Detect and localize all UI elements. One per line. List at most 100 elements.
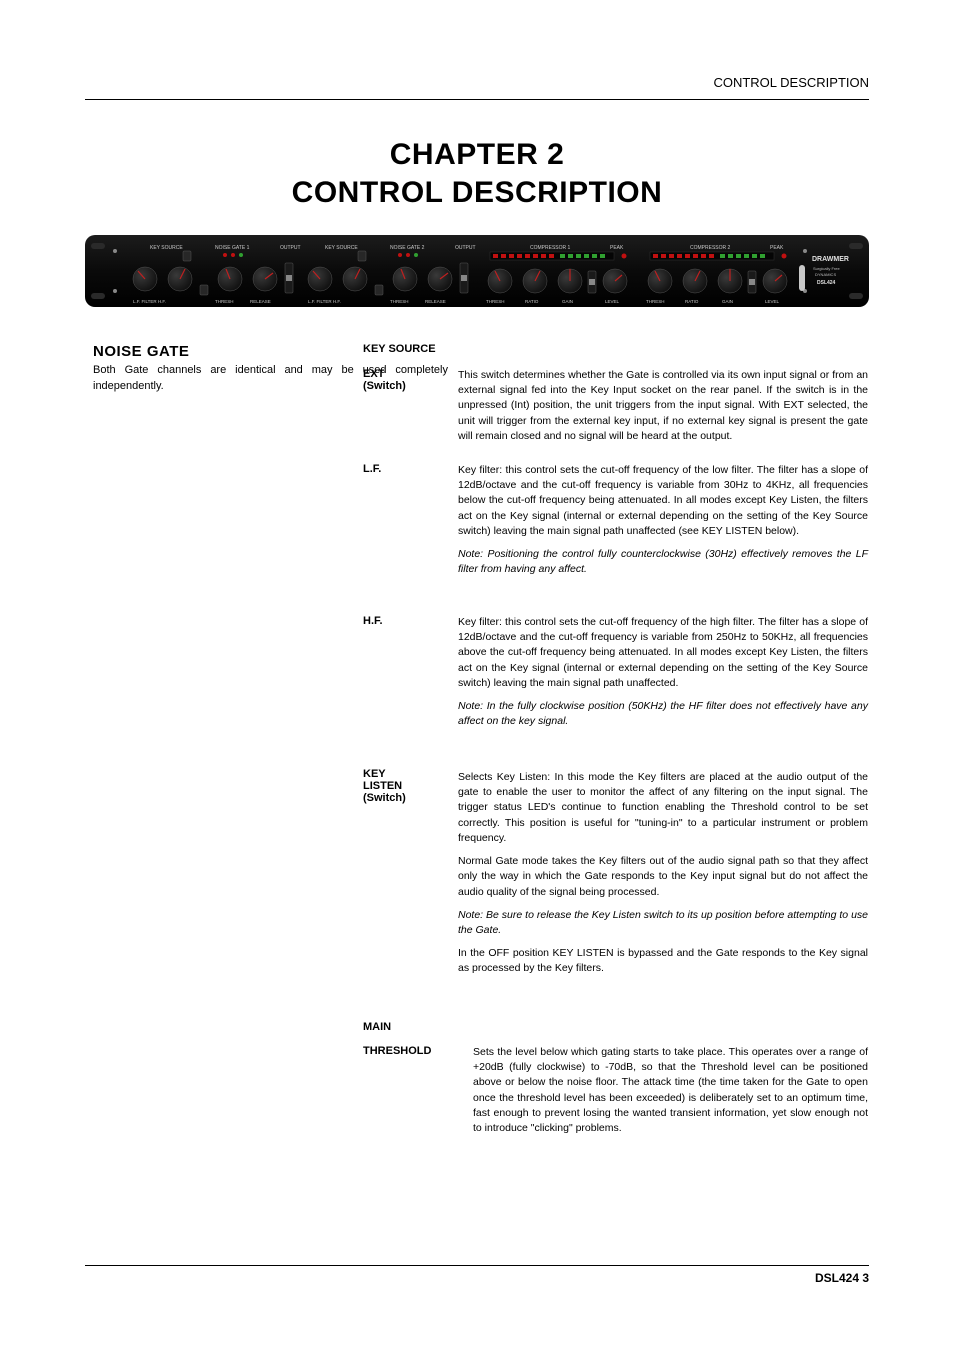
- comp2-meter: [650, 252, 774, 260]
- block-ext: EXT (Switch) This switch determines whet…: [363, 368, 868, 444]
- gate2-keylisten-switch[interactable]: [375, 285, 383, 295]
- footer-text: DSL424 3: [815, 1271, 869, 1285]
- gate2-led-red2: [406, 253, 410, 257]
- label-noisegate-2: NOISE GATE 2: [390, 245, 425, 251]
- lf-label: L.F.: [363, 463, 458, 475]
- comp1-peak-label: PEAK: [610, 245, 624, 251]
- comp2-knob-ratio[interactable]: [683, 269, 707, 293]
- comp2-level-label: LEVEL: [765, 299, 780, 304]
- label-output-2: OUTPUT: [455, 245, 476, 251]
- gate2-knob-release[interactable]: [428, 267, 452, 291]
- main-heading-row: MAIN: [363, 1021, 868, 1033]
- gate1-label-lf-filter: L.F. FILTER H.F.: [133, 299, 166, 304]
- chapter-line1: CHAPTER 2: [85, 138, 869, 172]
- comp2-ratio-label: RATIO: [685, 299, 699, 304]
- key-listen-body2: Normal Gate mode takes the Key filters o…: [458, 854, 868, 900]
- comp1-meter: [490, 252, 614, 260]
- label-keysource-1: KEY SOURCE: [150, 245, 183, 251]
- hf-label: H.F.: [363, 615, 458, 627]
- gate1-keylisten-switch[interactable]: [200, 285, 208, 295]
- comp1-knob-ratio[interactable]: [523, 269, 547, 293]
- screw-1: [113, 249, 117, 253]
- screw-2: [113, 289, 117, 293]
- rule-top: [85, 99, 869, 100]
- ext-body: This switch determines whether the Gate …: [458, 368, 868, 444]
- rack-hole-bl: [91, 293, 105, 299]
- threshold-label: THRESHOLD: [363, 1045, 473, 1057]
- key-listen-note: Note: Be sure to release the Key Listen …: [458, 908, 868, 938]
- gate1-knob-release[interactable]: [253, 267, 277, 291]
- gate2-knob-lf[interactable]: [308, 267, 332, 291]
- block-threshold: THRESHOLD Sets the level below which gat…: [363, 1045, 868, 1136]
- comp2-label: COMPRESSOR 2: [690, 245, 731, 251]
- comp1-peak-led: [622, 254, 627, 259]
- key-listen-label: KEY LISTEN (Switch): [363, 768, 458, 804]
- comp1-gain-label: GAIN: [562, 299, 573, 304]
- rule-bottom: [85, 1265, 869, 1266]
- comp1-knob-level[interactable]: [603, 269, 627, 293]
- gate2-label-release: RELEASE: [425, 299, 446, 304]
- comp1-thresh-label: THRESH: [486, 299, 505, 304]
- key-source-heading-row: KEY SOURCE: [363, 343, 868, 355]
- comp1-knob-thresh[interactable]: [488, 269, 512, 293]
- brand-sub2: DYNAMICS: [815, 272, 836, 277]
- gate1-knob-thresh[interactable]: [218, 267, 242, 291]
- comp2-knob-level[interactable]: [763, 269, 787, 293]
- comp1-label: COMPRESSOR 1: [530, 245, 571, 251]
- comp2-gain-label: GAIN: [722, 299, 733, 304]
- gate1-led-green: [239, 253, 243, 257]
- gate2-knob-thresh[interactable]: [393, 267, 417, 291]
- screw-3: [803, 249, 807, 253]
- gate1-label-thresh: THRESH: [215, 299, 234, 304]
- rack-hole-tr: [849, 243, 863, 249]
- rack-hole-tl: [91, 243, 105, 249]
- comp2-peak-led: [782, 254, 787, 259]
- gate1-led-red2: [231, 253, 235, 257]
- gate1-led-red1: [223, 253, 227, 257]
- gate1-label-release: RELEASE: [250, 299, 271, 304]
- product-photo-svg: KEY SOURCE NOISE GATE 1 OUTPUT: [85, 235, 869, 307]
- chapter-line2: CONTROL DESCRIPTION: [85, 176, 869, 210]
- comp2-thresh-label: THRESH: [646, 299, 665, 304]
- brand-sub1: Surgically Free: [813, 266, 840, 271]
- key-listen-body1: Selects Key Listen: In this mode the Key…: [458, 770, 868, 846]
- gate2-ext-switch[interactable]: [358, 251, 366, 261]
- key-listen-right: Selects Key Listen: In this mode the Key…: [458, 768, 868, 977]
- block-hf: H.F. Key filter: this control sets the c…: [363, 615, 868, 730]
- key-source-heading: KEY SOURCE: [363, 343, 868, 355]
- rack-hole-br: [849, 293, 863, 299]
- threshold-body: Sets the level below which gating starts…: [473, 1045, 868, 1136]
- comp2-knob-thresh[interactable]: [648, 269, 672, 293]
- gate2-label-thresh: THRESH: [390, 299, 409, 304]
- gate2-knob-hf[interactable]: [343, 267, 367, 291]
- comp2-peak-label: PEAK: [770, 245, 784, 251]
- hf-right: Key filter: this control sets the cut-of…: [458, 615, 868, 730]
- section-noise-gate-heading: NOISE GATE: [93, 343, 189, 360]
- block-lf: L.F. Key filter: this control sets the c…: [363, 463, 868, 578]
- label-output-1: OUTPUT: [280, 245, 301, 251]
- label-noisegate-1: NOISE GATE 1: [215, 245, 250, 251]
- comp1-ratio-label: RATIO: [525, 299, 539, 304]
- gate1-ext-switch[interactable]: [183, 251, 191, 261]
- chapter-heading: CHAPTER 2 CONTROL DESCRIPTION: [85, 138, 869, 210]
- brand-drawmer: DRAWMER: [812, 256, 849, 263]
- brand-model: DSL424: [817, 280, 836, 286]
- gate2-led-red1: [398, 253, 402, 257]
- ext-label: EXT (Switch): [363, 368, 458, 392]
- gate2-led-green: [414, 253, 418, 257]
- header-title: CONTROL DESCRIPTION: [713, 75, 869, 90]
- main-heading: MAIN: [363, 1021, 868, 1033]
- gate1-knob-hf[interactable]: [168, 267, 192, 291]
- gate2-label-lf-filter: L.F. FILTER H.F.: [308, 299, 341, 304]
- page: CONTROL DESCRIPTION CHAPTER 2 CONTROL DE…: [0, 0, 954, 1351]
- comp1-knob-gain[interactable]: [558, 269, 582, 293]
- lf-right: Key filter: this control sets the cut-of…: [458, 463, 868, 578]
- body-area: CONTROL DESCRIPTION CHAPTER 2 CONTROL DE…: [85, 65, 869, 1288]
- lf-body: Key filter: this control sets the cut-of…: [458, 463, 868, 539]
- block-key-listen: KEY LISTEN (Switch) Selects Key Listen: …: [363, 768, 868, 977]
- comp2-knob-gain[interactable]: [718, 269, 742, 293]
- gate1-knob-lf[interactable]: [133, 267, 157, 291]
- key-listen-body3: In the OFF position KEY LISTEN is bypass…: [458, 946, 868, 976]
- power-switch[interactable]: [799, 265, 805, 291]
- hf-note: Note: In the fully clockwise position (5…: [458, 699, 868, 729]
